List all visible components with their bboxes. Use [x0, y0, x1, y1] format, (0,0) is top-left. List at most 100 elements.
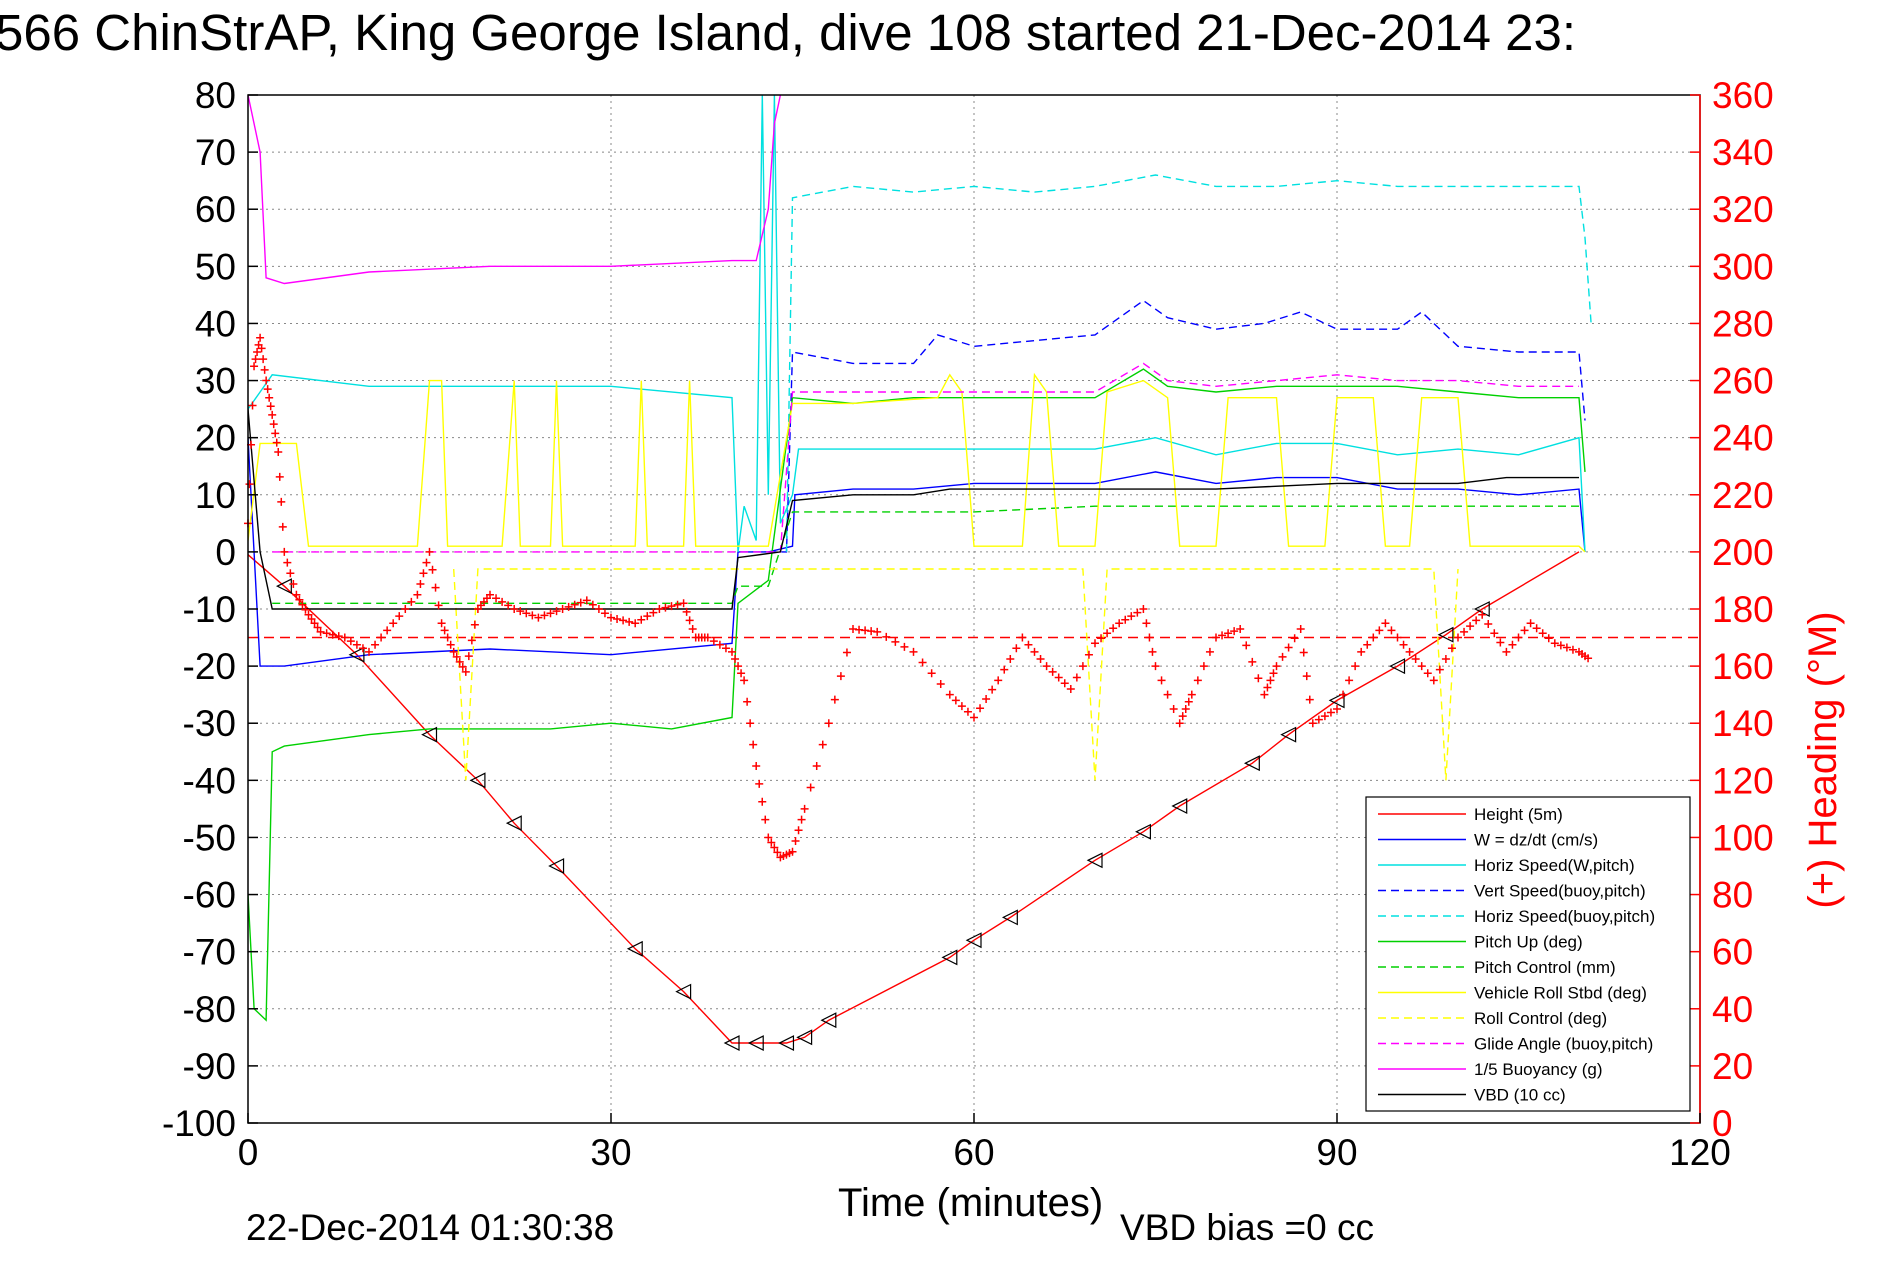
y-tick-label: -80 — [183, 989, 236, 1030]
heading-point — [259, 355, 268, 364]
heading-point — [422, 558, 431, 567]
heading-point — [1305, 695, 1314, 704]
heading-point — [800, 804, 809, 813]
heading-point — [1514, 633, 1523, 642]
heading-point — [830, 695, 839, 704]
heading-point — [334, 632, 343, 641]
heading-point — [1460, 627, 1469, 636]
heading-point — [794, 826, 803, 835]
heading-point — [419, 569, 428, 578]
heading-point — [452, 652, 461, 661]
heading-point — [582, 596, 591, 605]
heading-point — [504, 601, 513, 610]
heading-point — [1538, 629, 1547, 638]
heading-point — [1290, 634, 1299, 643]
heading-point — [1399, 640, 1408, 649]
heading-point — [1260, 690, 1269, 699]
depth-marker — [1086, 852, 1103, 869]
heading-point — [558, 605, 567, 613]
heading-point — [1369, 633, 1378, 642]
series-line-10 — [248, 95, 782, 285]
heading-point — [371, 640, 380, 649]
heading-point — [1115, 619, 1124, 628]
heading-point — [731, 654, 740, 663]
heading-point — [346, 637, 355, 646]
heading-point — [1299, 648, 1308, 657]
y-tick-label: 50 — [195, 246, 236, 287]
heading-point — [1018, 633, 1027, 642]
heading-point — [1417, 662, 1426, 671]
heading-point — [682, 607, 691, 616]
heading-point — [253, 348, 262, 356]
heading-point — [1423, 669, 1432, 678]
heading-point — [1048, 667, 1057, 676]
heading-point — [1181, 704, 1190, 713]
heading-point — [882, 632, 891, 641]
right-tick-label: 260 — [1712, 361, 1774, 402]
heading-point — [498, 597, 507, 606]
heading-point — [1000, 665, 1009, 674]
heading-point — [245, 480, 254, 489]
series-line-3 — [768, 299, 1586, 553]
footer-timestamp: 22-Dec-2014 01:30:38 — [246, 1207, 614, 1248]
legend-item-label: W = dz/dt (cm/s) — [1474, 831, 1598, 850]
heading-point — [407, 597, 416, 606]
heading-point — [269, 420, 278, 429]
right-tick-label: 60 — [1712, 932, 1753, 973]
heading-point — [891, 637, 900, 646]
heading-point — [1148, 647, 1157, 656]
heading-point — [1441, 654, 1450, 663]
series-line-9 — [272, 362, 1579, 553]
heading-point — [1036, 654, 1045, 663]
heading-point — [492, 594, 501, 603]
heading-point — [383, 626, 392, 635]
heading-point — [461, 667, 470, 676]
heading-point — [824, 719, 833, 728]
heading-point — [1357, 647, 1366, 656]
depth-marker — [796, 1029, 813, 1046]
heading-point — [1193, 676, 1202, 685]
heading-point — [540, 611, 549, 620]
heading-point — [1278, 652, 1287, 661]
heading-point — [552, 607, 561, 616]
heading-point — [1078, 662, 1087, 671]
heading-point — [715, 640, 724, 649]
series-line-7 — [248, 372, 1586, 553]
heading-point — [1584, 654, 1593, 663]
heading-point — [791, 837, 800, 846]
heading-point — [773, 848, 782, 857]
heading-point — [298, 600, 307, 609]
heading-point — [594, 605, 603, 613]
heading-point — [389, 619, 398, 628]
heading-point — [365, 647, 373, 656]
heading-point — [755, 779, 764, 788]
right-tick-label: 0 — [1712, 1103, 1733, 1144]
y-tick-label: -30 — [183, 703, 236, 744]
right-axis-label: (+) Heading (°M) — [1801, 611, 1845, 908]
heading-point — [679, 599, 688, 608]
right-tick-label: 120 — [1712, 760, 1774, 801]
depth-marker — [275, 578, 292, 595]
heading-point — [737, 669, 746, 678]
heading-point — [260, 365, 269, 374]
heading-point — [1242, 641, 1251, 650]
heading-point — [266, 402, 275, 411]
x-tick-label: 90 — [1316, 1132, 1357, 1173]
heading-point — [1526, 619, 1535, 628]
heading-point — [328, 630, 337, 639]
heading-point — [1562, 643, 1571, 652]
heading-point — [443, 633, 452, 642]
y-tick-label: -90 — [183, 1046, 236, 1087]
heading-point — [936, 679, 945, 688]
heading-point — [728, 647, 736, 656]
heading-point — [761, 815, 770, 824]
legend-item-label: Horiz Speed(buoy,pitch) — [1474, 907, 1655, 926]
heading-point — [292, 590, 301, 599]
heading-point — [280, 547, 289, 556]
heading-point — [1254, 674, 1263, 683]
heading-point — [764, 833, 773, 842]
heading-point — [1454, 633, 1462, 642]
heading-point — [873, 627, 882, 636]
heading-point — [250, 362, 259, 371]
